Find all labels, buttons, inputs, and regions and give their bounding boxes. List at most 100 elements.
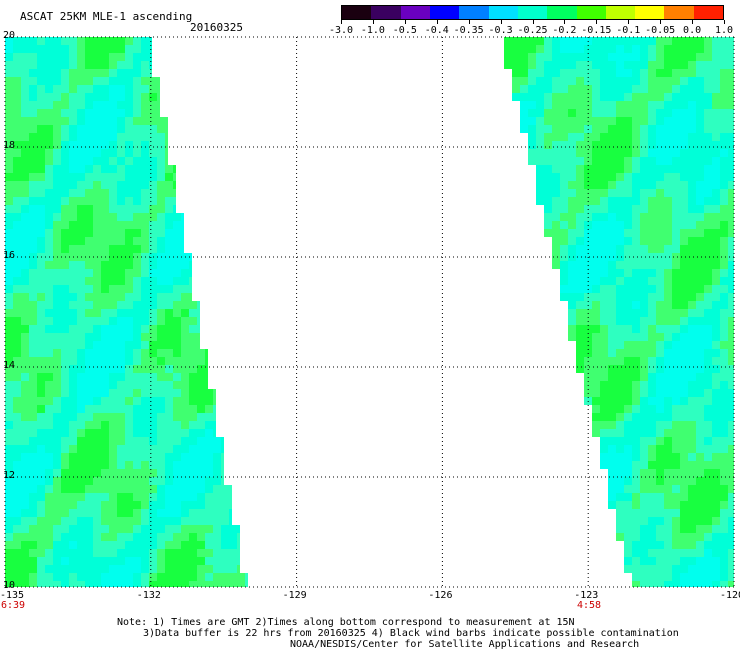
swath-cell <box>85 557 93 565</box>
swath-cell <box>77 469 85 477</box>
swath-cell <box>672 197 680 205</box>
swath-cell <box>720 229 728 237</box>
swath-cell <box>85 517 93 525</box>
swath-cell <box>149 397 157 405</box>
swath-cell <box>37 517 45 525</box>
swath-cell <box>85 133 93 141</box>
swath-cell <box>69 525 77 533</box>
swath-cell <box>624 245 632 253</box>
swath-cell <box>85 157 93 165</box>
swath-cell <box>672 397 680 405</box>
swath-cell <box>45 213 53 221</box>
swath-cell <box>592 37 600 45</box>
swath-cell <box>592 389 600 397</box>
swath-cell <box>632 45 640 53</box>
swath-cell <box>149 421 157 429</box>
swath-cell <box>592 301 600 309</box>
swath-cell <box>133 525 141 533</box>
swath-cell <box>624 461 632 469</box>
swath-cell <box>29 69 37 77</box>
swath-cell <box>213 493 221 501</box>
swath-cell <box>552 205 560 213</box>
swath-cell <box>13 93 21 101</box>
swath-cell <box>712 317 720 325</box>
swath-cell <box>648 373 656 381</box>
swath-cell <box>53 261 61 269</box>
swath-cell <box>205 493 213 501</box>
swath-cell <box>600 85 608 93</box>
swath-cell <box>720 157 728 165</box>
swath-cell <box>640 133 648 141</box>
swath-cell <box>13 301 21 309</box>
swath-cell <box>117 189 125 197</box>
swath-cell <box>648 245 656 253</box>
swath-cell <box>53 533 61 541</box>
swath-cell <box>109 229 117 237</box>
swath-cell <box>69 133 77 141</box>
swath-cell <box>704 85 712 93</box>
swath-cell <box>656 365 664 373</box>
swath-cell <box>720 253 728 261</box>
swath-cell <box>712 141 720 149</box>
swath-cell <box>133 109 141 117</box>
swath-cell <box>53 509 61 517</box>
swath-cell <box>664 413 672 421</box>
swath-cell <box>704 525 712 533</box>
swath-cell <box>704 557 712 565</box>
swath-cell <box>592 173 600 181</box>
swath-cell <box>712 549 720 557</box>
swath-cell <box>213 557 221 565</box>
swath-cell <box>133 61 141 69</box>
swath-cell <box>117 349 125 357</box>
swath-cell <box>5 197 13 205</box>
swath-cell <box>53 149 61 157</box>
swath-cell <box>720 61 728 69</box>
swath-cell <box>616 421 624 429</box>
swath-cell <box>600 45 608 53</box>
swath-cell <box>29 493 37 501</box>
swath-cell <box>93 173 101 181</box>
swath-cell <box>21 109 29 117</box>
swath-cell <box>165 565 173 573</box>
swath-cell <box>712 405 720 413</box>
swath-cell <box>181 477 189 485</box>
swath-cell <box>640 61 648 69</box>
swath-cell <box>37 221 45 229</box>
swath-cell <box>37 269 45 277</box>
swath-cell <box>696 461 704 469</box>
swath-cell <box>69 573 77 581</box>
swath-cell <box>45 565 53 573</box>
swath-cell <box>712 581 720 587</box>
swath-cell <box>29 189 37 197</box>
swath-cell <box>93 117 101 125</box>
swath-cell <box>173 389 181 397</box>
swath-cell <box>69 109 77 117</box>
swath-cell <box>133 581 141 587</box>
swath-cell <box>616 125 624 133</box>
swath-cell <box>21 77 29 85</box>
swath-cell <box>157 573 165 581</box>
swath-cell <box>165 477 173 485</box>
swath-cell <box>29 445 37 453</box>
swath-cell <box>149 293 157 301</box>
swath-cell <box>696 517 704 525</box>
swath-cell <box>21 501 29 509</box>
swath-cell <box>704 165 712 173</box>
swath-cell <box>29 509 37 517</box>
swath-cell <box>680 389 688 397</box>
swath-cell <box>672 85 680 93</box>
swath-cell <box>117 565 125 573</box>
swath-cell <box>696 565 704 573</box>
swath-cell <box>173 277 181 285</box>
swath-cell <box>109 149 117 157</box>
swath-cell <box>624 445 632 453</box>
swath-cell <box>696 93 704 101</box>
swath-cell <box>149 469 157 477</box>
swath-cell <box>29 333 37 341</box>
swath-cell <box>221 493 229 501</box>
swath-cell <box>29 37 37 45</box>
swath-cell <box>53 381 61 389</box>
swath-cell <box>688 277 696 285</box>
swath-cell <box>728 341 734 349</box>
swath-cell <box>117 533 125 541</box>
